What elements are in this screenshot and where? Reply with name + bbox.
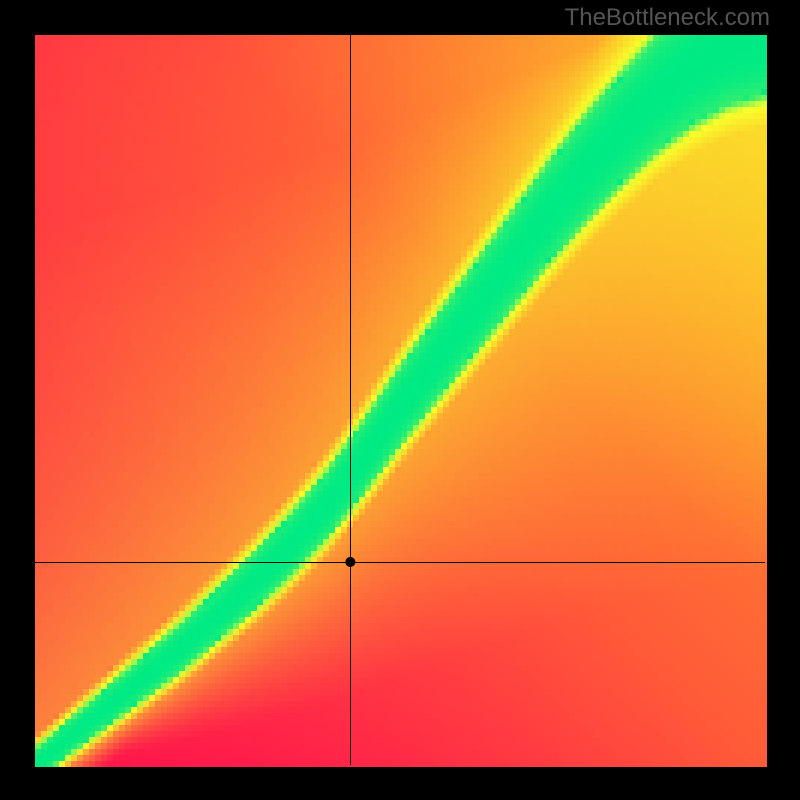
heatmap-canvas <box>0 0 800 800</box>
watermark-text: TheBottleneck.com <box>565 4 770 32</box>
chart-container: TheBottleneck.com <box>0 0 800 800</box>
